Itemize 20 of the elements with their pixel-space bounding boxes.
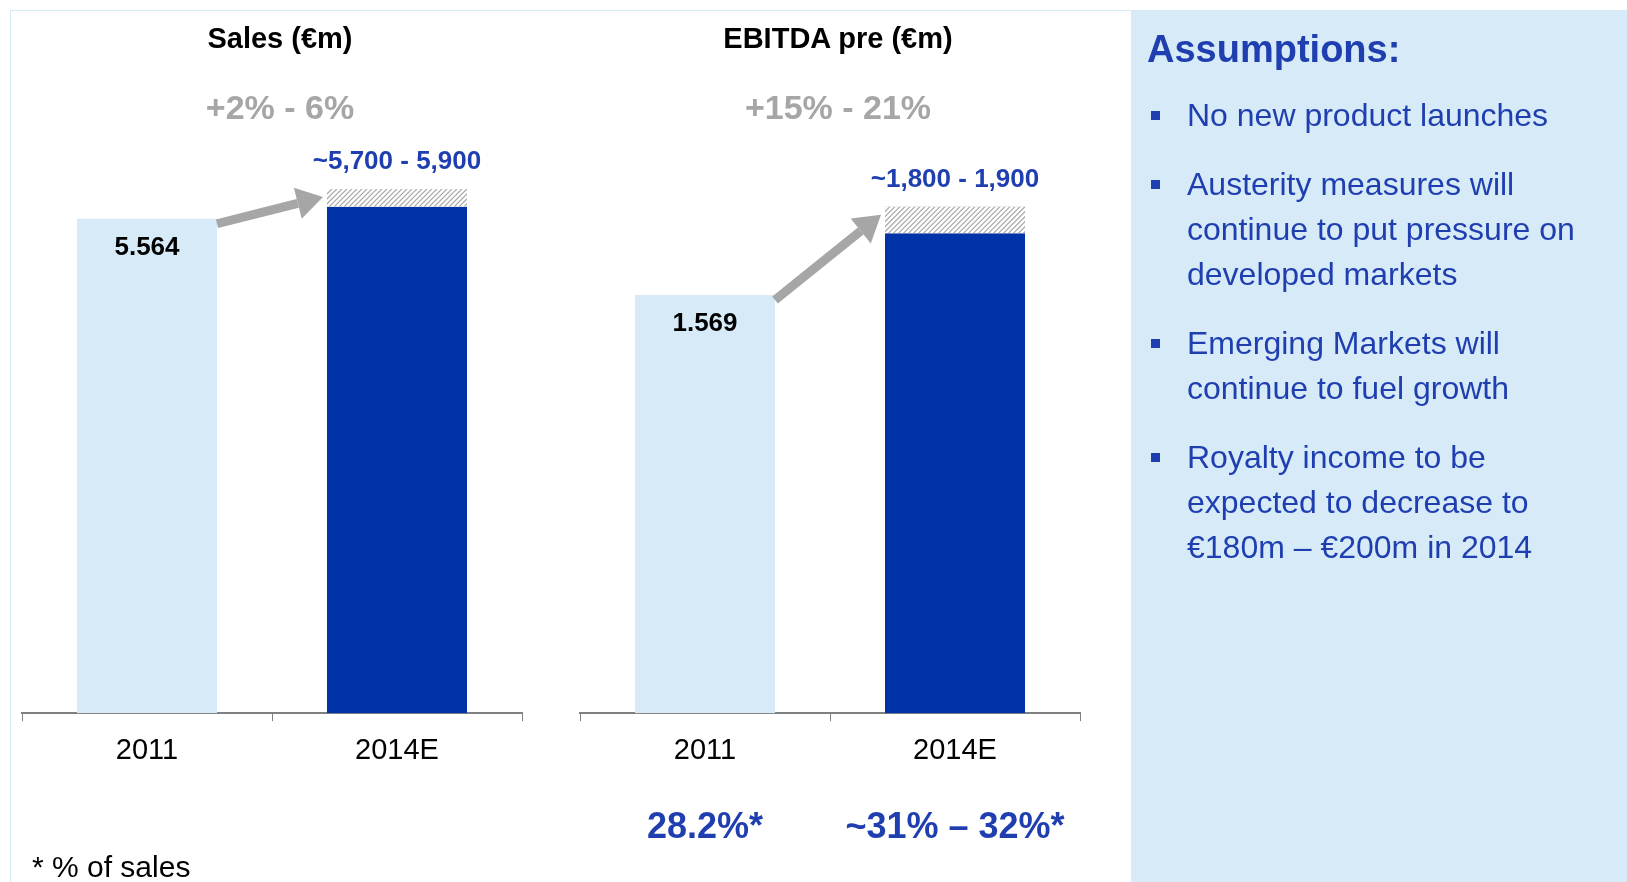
text: 28.2%* xyxy=(646,805,764,847)
text: * % of sales xyxy=(32,850,191,882)
text: ~31% – 32%* xyxy=(845,805,1065,847)
x-tick-label: 2011 xyxy=(115,732,179,765)
chart-subtitle: +15% - 21% xyxy=(743,88,933,127)
x-tick-label: 2011 xyxy=(673,732,737,765)
text: No new product launches xyxy=(1147,93,1613,138)
x-tick-label: 2014E xyxy=(913,732,997,765)
x-tick-label: 2014E xyxy=(355,732,439,765)
data-label: 5.564 xyxy=(114,230,181,261)
chart-title: EBITDA pre (€m) xyxy=(722,22,954,55)
total-label: ~5,700 - 5,900 xyxy=(312,145,482,176)
text: Emerging Markets will continue to fuel growth xyxy=(1147,321,1613,411)
chart-subtitle: +2% - 6% xyxy=(204,88,356,127)
text: Austerity measures will continue to put pressure on developed markets xyxy=(1147,162,1613,297)
chart-title: Sales (€m) xyxy=(206,22,354,55)
text: Royalty income to be expected to decrease to €180m – €200m in 2014 xyxy=(1147,435,1613,570)
text: Assumptions: xyxy=(1147,28,1402,71)
data-label: 1.569 xyxy=(672,307,738,338)
total-label: ~1,800 - 1,900 xyxy=(870,162,1040,193)
